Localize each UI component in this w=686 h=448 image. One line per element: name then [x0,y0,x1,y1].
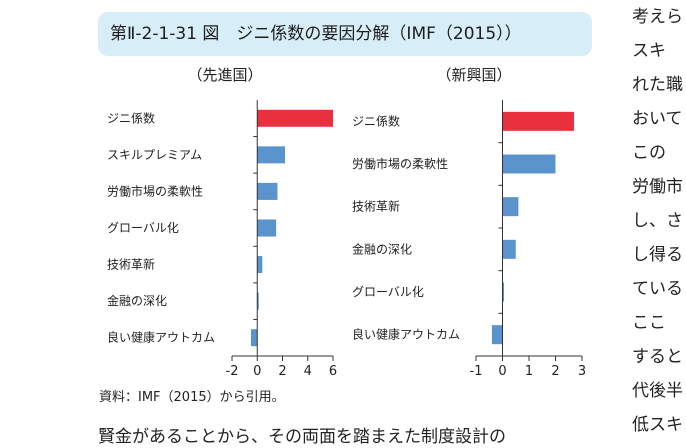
chart-title: （新興国） [436,66,511,84]
x-tick-label: 2 [278,364,286,379]
category-label: 労働市場の柔軟性 [352,156,448,171]
advanced-economies-chart: （先進国） ジニ係数スキルプレミアム労働市場の柔軟性グローバル化技術革新金融の深化… [107,66,337,379]
body-text-line: ここ [632,313,666,333]
x-tick-label: 0 [498,364,506,379]
category-label: 金融の深化 [352,241,412,256]
category-label: 労働市場の柔軟性 [107,183,203,198]
category-label: スキルプレミアム [107,148,202,162]
bar-6 [491,325,503,345]
body-text-line: 代後半 [632,381,683,401]
bar-3 [257,182,278,200]
body-text-line: この [632,143,666,163]
bar-1 [502,111,575,131]
bar-5 [502,282,504,302]
emerging-economies-chart: （新興国） ジニ係数労働市場の柔軟性技術革新金融の深化グローバル化良い健康アウトカ… [352,66,586,379]
bar-1 [257,109,333,127]
bar-2 [502,154,556,174]
category-label: 良い健康アウトカム [107,330,215,345]
figure-title: 第Ⅱ-2-1-31 図 ジニ係数の要因分解（IMF（2015）） [98,12,592,56]
body-text-line: 考えら [632,7,683,27]
x-tick-label: -1 [470,364,483,379]
category-label: ジニ係数 [107,110,155,125]
body-text-line: おいて [632,109,683,129]
body-text-line: し、さ [632,211,683,231]
x-tick-label: 6 [329,364,337,379]
body-text-line: 低スキ [632,415,683,435]
category-label: グローバル化 [107,221,179,235]
bar-7 [250,329,258,347]
body-text-line: 賢金があることから、その両面を踏まえた制度設計の [98,427,506,447]
bar-6 [257,292,259,310]
body-text-line: ている [632,279,683,299]
category-label: 良い健康アウトカム [352,327,460,342]
x-tick-label: 1 [525,364,533,379]
body-text-line: れた職 [632,75,683,95]
bar-5 [257,256,263,274]
chart-title: （先進国） [187,66,262,84]
source-note: 資料：IMF（2015）から引用。 [99,390,285,405]
body-text-line: し得る [632,245,683,265]
body-text-right-column: 考えらスキれた職おいてこの労働市し、さし得るているここすると代後半低スキ [632,0,686,448]
bar-4 [257,219,277,237]
category-label: 技術革新 [352,199,400,214]
category-label: グローバル化 [352,285,424,299]
x-tick-label: 3 [578,364,586,379]
body-text-line: 労働市 [632,177,683,197]
x-tick-label: 4 [304,364,312,379]
body-text-bottom: 賢金があることから、その両面を踏まえた制度設計の [98,426,618,448]
category-label: ジニ係数 [352,113,400,128]
bar-2 [257,146,286,164]
category-label: 金融の深化 [107,293,167,308]
body-text-line: スキ [632,41,666,61]
x-tick-label: 2 [551,364,559,379]
body-text-line: すると [632,347,683,367]
x-tick-label: 0 [253,364,261,379]
bar-3 [502,197,519,217]
bar-4 [502,239,516,259]
category-label: 技術革新 [107,257,155,272]
x-tick-label: -2 [226,364,239,379]
